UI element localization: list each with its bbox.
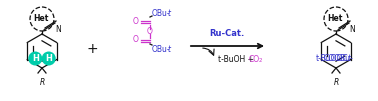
Circle shape <box>28 52 42 66</box>
Text: R: R <box>333 78 339 87</box>
Text: +: + <box>86 42 98 56</box>
Text: t: t <box>168 45 171 54</box>
Text: t: t <box>347 54 350 63</box>
Text: CO: CO <box>249 55 260 64</box>
Text: O: O <box>133 16 139 25</box>
Circle shape <box>42 52 56 66</box>
Text: O: O <box>133 35 139 45</box>
Text: Het: Het <box>327 14 343 23</box>
Text: H: H <box>45 54 52 63</box>
Text: t: t <box>168 8 171 17</box>
Text: N: N <box>349 25 355 34</box>
Text: H: H <box>32 54 39 63</box>
Text: O: O <box>147 26 153 35</box>
Text: Ru-Cat.: Ru-Cat. <box>209 29 245 38</box>
Text: t-BuOH +: t-BuOH + <box>218 55 256 64</box>
Text: R: R <box>39 78 45 87</box>
Text: N: N <box>55 25 61 34</box>
Text: 2: 2 <box>259 58 262 64</box>
Text: Het: Het <box>33 14 49 23</box>
Text: COOBu-: COOBu- <box>323 54 353 63</box>
Text: OBu-: OBu- <box>152 45 170 54</box>
Text: t-BuOOC: t-BuOOC <box>316 54 349 63</box>
Text: OBu-: OBu- <box>152 8 170 17</box>
